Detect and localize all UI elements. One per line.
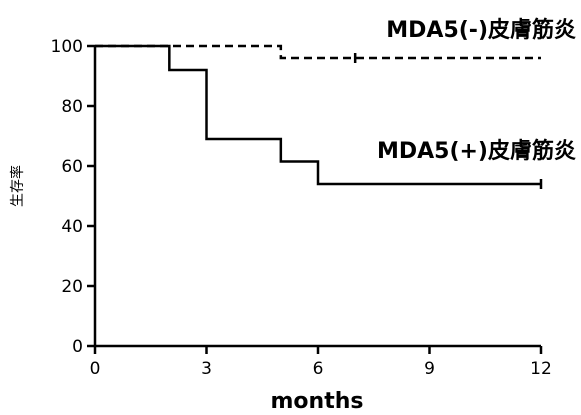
y-tick-label: 60: [61, 157, 83, 177]
series-label-mda5-negative: MDA5(-)皮膚筋炎: [386, 17, 576, 43]
y-tick-label: 100: [51, 37, 83, 57]
x-tick-label: 3: [201, 359, 212, 379]
x-tick-label: 9: [424, 359, 435, 379]
series-layer: [95, 44, 543, 189]
y-tick-label: 40: [61, 217, 83, 237]
y-tick-label: 80: [61, 97, 83, 117]
series-line-0: [95, 44, 541, 60]
x-tick-label: 6: [313, 359, 324, 379]
y-axis-title: 生存率: [9, 165, 26, 207]
ticks: 0 20 40 60 80 100 0 3 6 9 12: [51, 37, 552, 379]
axes: [93, 46, 541, 348]
y-tick-label: 20: [61, 277, 83, 297]
series-label-mda5-positive: MDA5(+)皮膚筋炎: [377, 138, 576, 164]
series-line-1: [95, 44, 541, 186]
x-axis-title: months: [271, 389, 364, 414]
x-tick-label: 12: [530, 359, 552, 379]
x-tick-label: 0: [90, 359, 101, 379]
y-tick-label: 0: [72, 337, 83, 357]
